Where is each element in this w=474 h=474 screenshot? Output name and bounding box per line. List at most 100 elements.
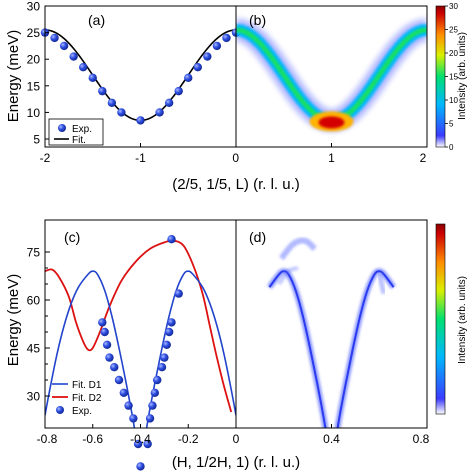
panel-d-colorbar-label: Intensity (arb. units) <box>457 276 468 364</box>
panel-b-colorbar-ticks: 0 5 10 15 20 25 30 <box>445 2 458 152</box>
panel-a-ylabel: Energy (meV) <box>5 30 22 123</box>
panel-c-fit-d2-line <box>45 239 233 413</box>
panel-d-heatmap <box>267 237 396 469</box>
panel-c-exp-point <box>167 318 176 327</box>
panel-a: 5 10 15 20 25 30 -2 -1 0 (a) Energy (meV) Exp. … <box>5 0 241 165</box>
panel-c-exp-point <box>174 289 183 298</box>
panel-c-exp-point <box>136 462 145 471</box>
panel-a-x-ticks: -2 -1 0 <box>40 143 239 165</box>
panel-c-ytick-label: 45 <box>27 342 41 356</box>
top-xlabel: (2/5, 1/5, L) (r. l. u.) <box>172 176 300 193</box>
panel-a-exp-point <box>136 116 145 125</box>
panel-c-fit-d1-line <box>45 270 236 428</box>
panel-c-exp-point <box>98 318 107 327</box>
panel-d-tip-red <box>329 463 333 469</box>
panel-c-exp-point <box>114 375 124 385</box>
panel-b-colorbar-tick-label: 10 <box>449 96 458 105</box>
panel-b-colorbar-label: Intensity (arb. units) <box>457 32 468 120</box>
legend-exp-marker <box>58 124 66 132</box>
panel-c-exp-point <box>105 353 114 362</box>
panel-b-colorbar-tick-label: 25 <box>449 26 458 35</box>
panel-d-right-branch <box>376 273 387 295</box>
panel-a-legend-box <box>48 118 104 146</box>
panel-b-colorbar-tick-label: 15 <box>449 73 458 82</box>
panel-c-exp-point <box>124 401 133 410</box>
legend-d2-label: Fit. D2 <box>72 393 102 404</box>
panel-a-fit-layer <box>45 29 236 122</box>
panel-a-exp-point <box>107 98 117 108</box>
panel-d: 0.4 0.8 (d) Intensity (arb. units) <box>235 219 468 469</box>
panel-a-exp-point <box>79 62 88 72</box>
panel-d-upper-branch-2 <box>277 266 299 286</box>
panel-c-exp-point <box>162 340 171 349</box>
panel-c-exp-point <box>145 414 155 423</box>
panel-a-exp-point <box>59 41 69 51</box>
panel-b-colorbar-tick-label: 5 <box>449 120 454 129</box>
panel-c-xtick-label: -0.4 <box>130 432 151 446</box>
panel-a-label: (a) <box>88 12 105 28</box>
panel-a-exp-point <box>69 52 78 61</box>
panel-c-exp-point <box>157 363 167 372</box>
panel-c-x-ticks: -0.8 -0.6 -0.4 -0.2 0 <box>37 424 240 446</box>
legend-exp-marker-c <box>56 406 64 414</box>
panel-a-exp-point <box>212 41 222 51</box>
panel-c-exp-point <box>164 327 174 337</box>
panel-c-exp-point <box>150 388 160 397</box>
panel-b-colorbar-tick-label: 0 <box>449 143 454 152</box>
panel-a-xtick-label: -2 <box>40 151 51 165</box>
panel-a-ytick-label: 25 <box>27 26 41 40</box>
panel-c-xtick-label: -0.6 <box>82 432 103 446</box>
panel-c-exp-point <box>129 414 138 423</box>
legend-exp-label-c: Exp. <box>72 406 92 417</box>
panel-b-colorbar-tick-label: 30 <box>449 2 458 11</box>
panel-d-upper-branch <box>278 237 317 261</box>
panel-c-exp-point <box>148 401 157 410</box>
panel-c-xtick-label: 0 <box>233 432 240 446</box>
panel-a-ytick-label: 30 <box>27 0 41 14</box>
panel-b-heatmap <box>236 18 427 132</box>
panel-a-exp-point <box>50 33 59 43</box>
panel-a-y-ticks: 5 10 15 20 25 30 <box>27 0 49 147</box>
panel-d-xtick-label: 0.8 <box>413 432 430 446</box>
panel-a-fit-curve <box>45 29 236 122</box>
panel-a-exp-point <box>117 108 126 117</box>
panel-b-xtick-label: 2 <box>420 151 427 165</box>
panel-a-exp-point <box>88 73 97 83</box>
panel-c-ylabel: Energy (meV) <box>5 274 22 367</box>
panel-a-exp-points <box>40 28 241 125</box>
panel-b-colorbar-tick-label: 20 <box>449 49 458 58</box>
panel-c-exp-point <box>119 388 128 397</box>
panel-d-xtick-label: 0.4 <box>323 432 340 446</box>
panel-a-ytick-label: 10 <box>27 106 41 120</box>
panel-d-tip-orange <box>329 455 335 465</box>
panel-a-exp-point <box>155 108 164 117</box>
panel-c-ytick-label: 75 <box>27 246 41 260</box>
panel-b-hotspot-inner <box>318 116 345 129</box>
panel-c-xtick-label: -0.2 <box>178 432 199 446</box>
panel-a-exp-point <box>164 98 174 108</box>
panel-a-exp-point <box>98 86 107 96</box>
panel-a-exp-point <box>193 62 202 72</box>
panel-a-exp-point <box>203 52 212 61</box>
panel-c-y-ticks: 30 45 60 75 <box>27 246 50 404</box>
panel-c-label: (c) <box>64 229 80 245</box>
panel-d-frame <box>235 219 428 429</box>
panel-c-exp-point <box>110 363 119 372</box>
panel-c-exp-points <box>98 235 183 471</box>
panel-c-xtick-label: -0.8 <box>37 432 58 446</box>
panel-c-exp-point <box>133 439 143 449</box>
panel-c-exp-point <box>143 439 152 449</box>
panel-a-xtick-label: -1 <box>135 151 146 165</box>
panel-a-exp-point <box>184 73 193 83</box>
panel-d-x-ticks: 0.4 0.8 <box>235 424 430 446</box>
panel-a-exp-point <box>222 33 231 43</box>
panel-a-legend: Exp. Fit. <box>48 118 104 146</box>
panel-b-label: (b) <box>249 12 266 28</box>
panel-c-exp-point <box>102 340 112 349</box>
legend-fit-label: Fit. <box>72 135 86 146</box>
panel-c: 30 45 60 75 -0.8 -0.6 -0.4 -0.2 0 (c) Energy (m… <box>5 219 240 471</box>
bottom-xlabel: (H, 1/2H, 1) (r. l. u.) <box>172 454 300 471</box>
panel-c-ytick-label: 30 <box>27 390 41 404</box>
